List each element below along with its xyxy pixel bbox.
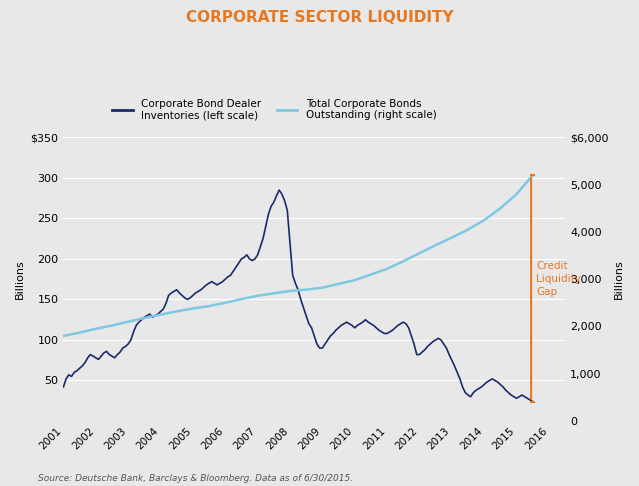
Y-axis label: Billions: Billions	[15, 260, 25, 299]
Text: CORPORATE SECTOR LIQUIDITY: CORPORATE SECTOR LIQUIDITY	[186, 10, 453, 25]
Text: Credit
Liquidity
Gap: Credit Liquidity Gap	[536, 261, 581, 297]
Text: Source: Deutsche Bank, Barclays & Bloomberg. Data as of 6/30/2015.: Source: Deutsche Bank, Barclays & Bloomb…	[38, 474, 353, 483]
Legend: Corporate Bond Dealer
Inventories (left scale), Total Corporate Bonds
Outstandin: Corporate Bond Dealer Inventories (left …	[107, 94, 441, 124]
Y-axis label: Billions: Billions	[614, 260, 624, 299]
